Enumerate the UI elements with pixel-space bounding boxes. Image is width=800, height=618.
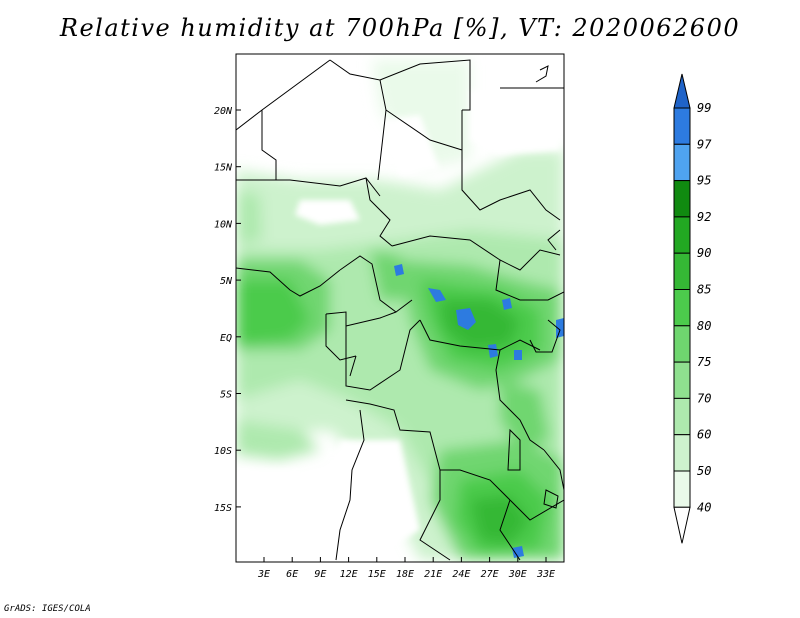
lat-tick-label: 15N	[214, 163, 233, 174]
humidity-field	[236, 54, 564, 562]
colorbar-level-label: 60	[697, 428, 711, 442]
lon-tick-label: 15E	[368, 569, 386, 580]
lat-tick-label: 5N	[220, 276, 233, 287]
lon-tick-label: 18E	[396, 569, 414, 580]
map-title: Relative humidity at 700hPa [%], VT: 202…	[59, 14, 741, 42]
colorbar-level-label: 92	[697, 210, 711, 224]
colorbar-level-label: 50	[697, 464, 711, 478]
lon-tick-label: 12E	[340, 569, 358, 580]
colorbar-level-label: 90	[697, 246, 711, 260]
colorbar-level-label: 85	[697, 283, 711, 297]
lon-tick-label: 6E	[286, 569, 298, 580]
lat-tick-label: 10N	[214, 219, 233, 230]
grads-credit: GrADS: IGES/COLA	[4, 604, 91, 614]
latitude-axis: 20N 15N 10N 5N EQ 5S 10S 15S	[214, 106, 241, 514]
colorbar-segment	[673, 252, 691, 290]
longitude-axis: 3E 6E 9E 12E 15E 18E 21E 24E 27E 30E 33E	[257, 557, 555, 580]
colorbar-top-arrow	[673, 73, 691, 109]
colorbar-segment	[673, 143, 691, 182]
colorbar-segment	[673, 434, 691, 472]
lat-tick-label: 20N	[214, 106, 233, 117]
lon-tick-label: 27E	[481, 569, 499, 580]
colorbar-segment	[673, 470, 691, 508]
colorbar-level-label: 70	[697, 391, 711, 405]
colorbar-segment	[673, 325, 691, 363]
colorbar-level-label: 97	[697, 137, 712, 151]
lat-tick-label: EQ	[220, 333, 232, 344]
colorbar-level-label: 75	[697, 355, 711, 369]
lon-tick-label: 9E	[314, 569, 326, 580]
lon-tick-label: 21E	[424, 569, 442, 580]
lat-tick-label: 10S	[214, 446, 232, 457]
colorbar-segment	[673, 397, 691, 436]
colorbar-level-label: 80	[697, 319, 711, 333]
lon-tick-label: 30E	[508, 569, 527, 580]
plot-frame	[235, 53, 565, 563]
colorbar-level-label: 95	[697, 174, 711, 188]
country-borders	[236, 59, 564, 561]
lat-tick-label: 5S	[220, 390, 232, 401]
colorbar-bottom-arrow	[673, 506, 691, 544]
lat-tick-label: 15S	[214, 503, 232, 514]
colorbar-segment	[673, 107, 691, 145]
colorbar-level-label: 40	[697, 500, 711, 514]
colorbar-segment	[673, 289, 691, 327]
colorbar: 99 97 95 92 90 85 80 75 70 60 50 40	[673, 73, 712, 544]
colorbar-segment	[673, 216, 691, 254]
lon-tick-label: 33E	[536, 569, 555, 580]
lon-tick-label: 3E	[257, 569, 270, 580]
colorbar-level-label: 99	[697, 101, 711, 115]
colorbar-segment	[673, 361, 691, 399]
lon-tick-label: 24E	[452, 569, 470, 580]
colorbar-segment	[673, 180, 691, 218]
